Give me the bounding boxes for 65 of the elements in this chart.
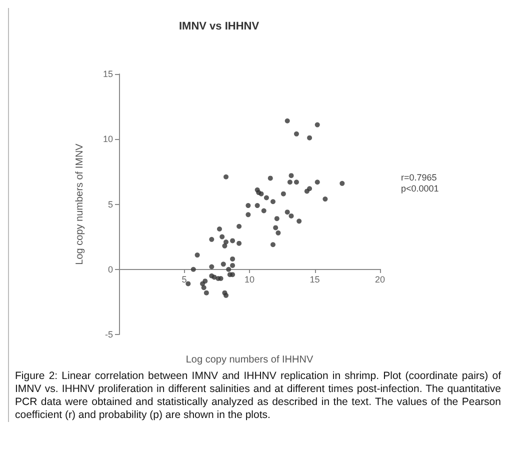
y-tick-label: 10 <box>102 134 113 144</box>
point <box>220 262 226 267</box>
x-tick-label: 10 <box>244 274 255 284</box>
caption: Figure 2: Linear correlation between IMNV and IHHNV replication in shrimp. Plot (coordinate pairs) of IMNV vs. IHHNV proliferation in different salinities and at different times post-infection. The quantitative PCR data were obtained and statistically analyzed as described in the text. The values of the Pearson coefficient (r) and probability (p) are shown in the plots. <box>14 370 502 422</box>
point <box>230 272 236 278</box>
point <box>264 195 269 200</box>
point <box>236 224 242 229</box>
point <box>224 174 229 180</box>
point <box>216 226 222 232</box>
x-tick-label: 15 <box>310 274 320 284</box>
point <box>222 243 228 248</box>
point <box>220 234 225 240</box>
point <box>284 210 290 215</box>
y-tick-label: 15 <box>102 69 113 79</box>
point <box>254 203 260 208</box>
point <box>200 281 206 286</box>
point <box>246 203 251 208</box>
point <box>294 180 299 185</box>
point <box>307 186 312 192</box>
x-tick-label: 5 <box>182 274 187 284</box>
point <box>280 191 286 196</box>
chart-title: IMNV vs IHHNV <box>178 20 260 32</box>
y-axis-title: Log copy numbers of IMNV <box>74 143 86 265</box>
point <box>230 262 236 268</box>
point <box>194 252 200 258</box>
point <box>270 242 276 248</box>
point <box>186 281 191 286</box>
y-tick-label: 5 <box>108 199 113 210</box>
x-axis-title: Log copy numbers of IHHNV <box>186 354 314 366</box>
point <box>322 196 328 202</box>
point <box>224 292 229 298</box>
point <box>190 266 196 272</box>
point <box>212 274 217 280</box>
point <box>268 176 273 181</box>
point <box>258 191 264 196</box>
point <box>288 173 294 178</box>
point <box>287 180 292 185</box>
point <box>284 118 290 124</box>
point <box>314 180 320 185</box>
point <box>209 236 214 242</box>
point <box>209 264 214 270</box>
point <box>230 256 236 262</box>
text: r=0.7965 p<0.0001 <box>401 172 439 194</box>
point <box>273 225 278 230</box>
point <box>314 122 320 128</box>
point <box>274 216 280 222</box>
point <box>307 135 312 140</box>
point <box>224 240 229 245</box>
point <box>201 285 206 290</box>
point <box>270 199 276 204</box>
y-tick-label: -5 <box>104 330 113 340</box>
point <box>296 218 302 224</box>
point <box>294 131 299 136</box>
point <box>204 290 209 296</box>
point <box>246 212 251 218</box>
point <box>261 208 266 214</box>
point <box>276 230 281 236</box>
y-tick-label: 0 <box>108 264 113 274</box>
point <box>288 213 294 218</box>
point <box>230 238 236 244</box>
point <box>340 180 345 186</box>
point <box>218 276 224 281</box>
point <box>226 266 232 272</box>
x-tick-label: 20 <box>374 274 386 284</box>
point <box>236 240 242 246</box>
